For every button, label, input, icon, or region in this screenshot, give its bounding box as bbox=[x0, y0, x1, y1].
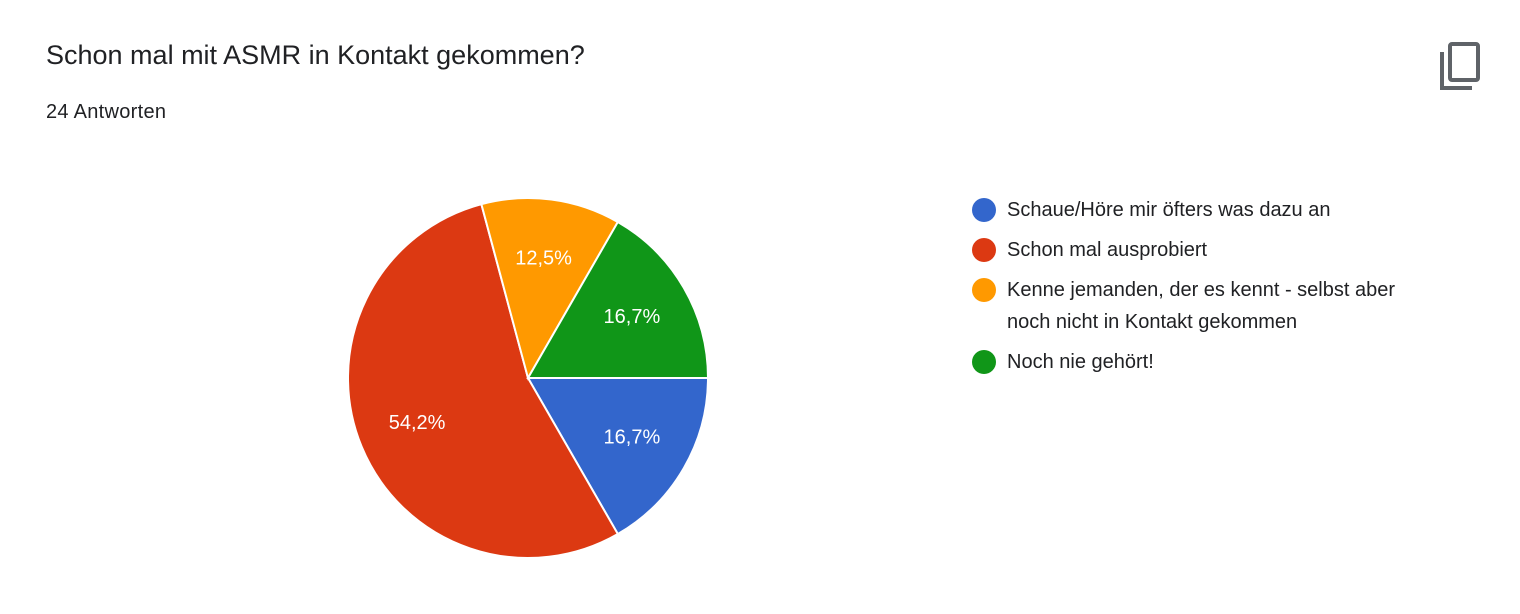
pie-slice bbox=[526, 220, 710, 379]
chart-title: Schon mal mit ASMR in Kontakt gekommen? bbox=[46, 40, 585, 70]
legend-item: Kenne jemanden, der es kennt - selbst ab… bbox=[972, 274, 1432, 338]
slice-label: 54,2% bbox=[389, 412, 446, 434]
slice-label: 16,7% bbox=[604, 306, 661, 328]
legend-label: Kenne jemanden, der es kennt - selbst ab… bbox=[1007, 279, 1396, 333]
pie-slice bbox=[526, 377, 710, 536]
pie-slice bbox=[480, 197, 620, 381]
copy-button[interactable] bbox=[1436, 40, 1484, 92]
legend-label: Noch nie gehört! bbox=[1007, 351, 1154, 373]
legend-swatch bbox=[972, 198, 996, 222]
legend-swatch bbox=[972, 238, 996, 262]
slice-label: 16,7% bbox=[604, 426, 661, 448]
legend-label: Schaue/Höre mir öfters was dazu an bbox=[1007, 199, 1331, 221]
slice-label: 12,5% bbox=[515, 247, 572, 269]
legend-item: Schaue/Höre mir öfters was dazu an bbox=[972, 194, 1432, 226]
legend-label: Schon mal ausprobiert bbox=[1007, 239, 1208, 261]
pie-chart: 16,7% 54,2% 12,5% 16,7% bbox=[347, 197, 710, 559]
legend-item: Schon mal ausprobiert bbox=[972, 234, 1432, 266]
legend-item: Noch nie gehört! bbox=[972, 346, 1432, 378]
legend-swatch bbox=[972, 278, 996, 302]
legend: Schaue/Höre mir öfters was dazu an Schon … bbox=[972, 194, 1432, 386]
pie-slice bbox=[347, 202, 620, 559]
legend-swatch bbox=[972, 350, 996, 374]
response-count: 24 Antworten bbox=[46, 101, 167, 123]
